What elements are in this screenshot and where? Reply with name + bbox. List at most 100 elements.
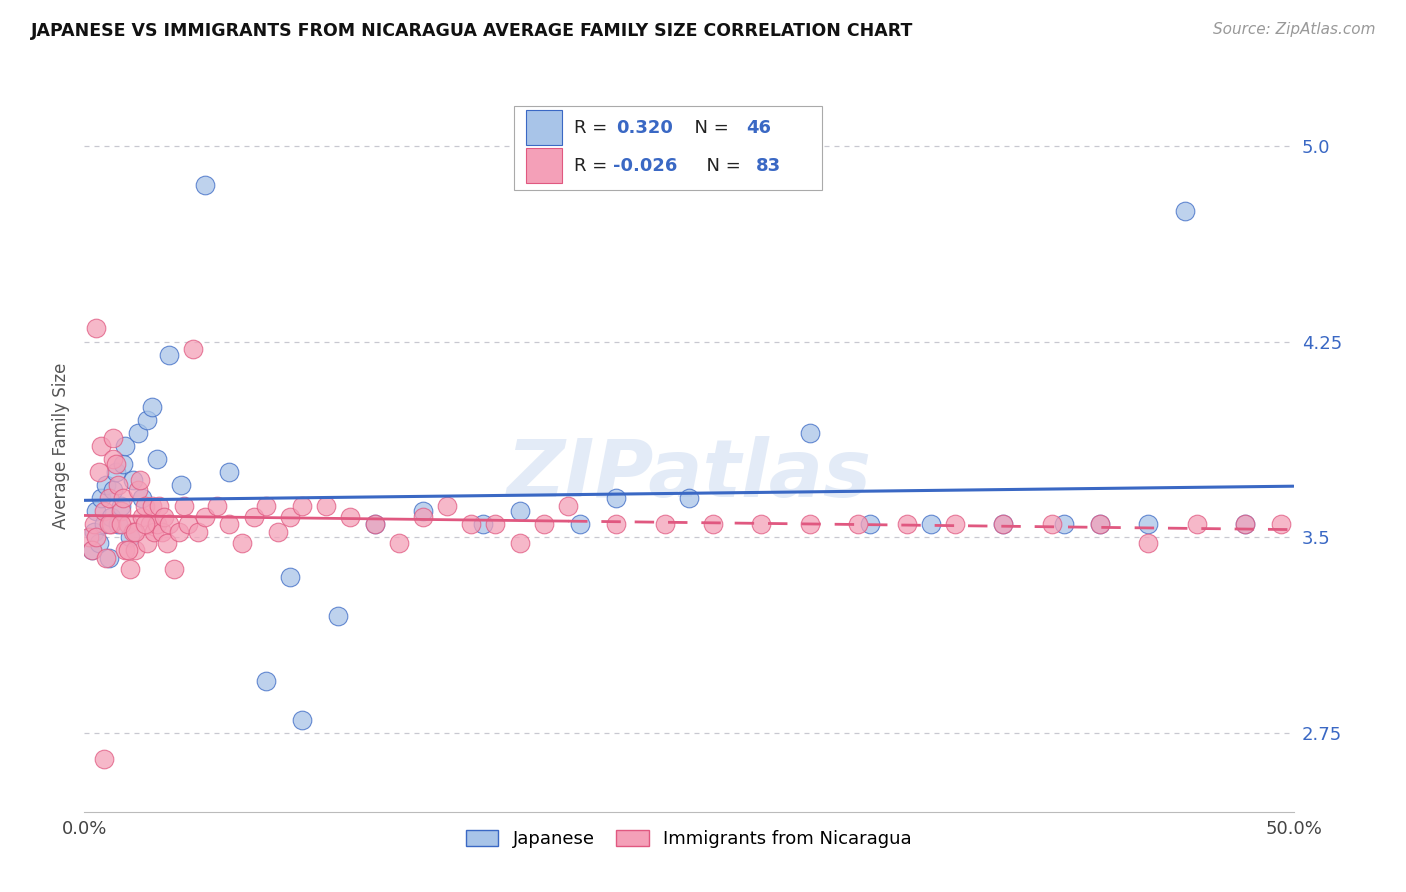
Point: [138, 517, 160, 532]
Point: [170, 478, 193, 492]
Point: [557, 499, 579, 513]
Point: [103, 431, 125, 445]
Point: [90, 491, 112, 506]
Point: [93, 517, 115, 532]
Point: [86, 530, 108, 544]
Point: [80, 543, 103, 558]
Point: [120, 562, 142, 576]
Point: [127, 425, 149, 440]
Point: [678, 491, 700, 506]
Point: [1137, 517, 1160, 532]
Point: [920, 517, 942, 532]
Point: [127, 483, 149, 498]
Point: [150, 525, 173, 540]
Point: [143, 525, 166, 540]
Point: [134, 517, 156, 532]
Y-axis label: Average Family Size: Average Family Size: [52, 363, 70, 529]
Text: Source: ZipAtlas.com: Source: ZipAtlas.com: [1212, 22, 1375, 37]
Point: [388, 535, 411, 549]
Text: 46: 46: [745, 119, 770, 136]
Point: [1234, 517, 1257, 532]
Point: [117, 543, 139, 558]
Point: [110, 517, 132, 532]
Point: [654, 517, 676, 532]
Point: [328, 608, 350, 623]
Point: [107, 517, 129, 532]
Point: [112, 491, 135, 506]
Point: [107, 478, 129, 492]
Point: [363, 517, 385, 532]
Point: [315, 499, 337, 513]
Point: [278, 509, 301, 524]
Point: [460, 517, 482, 532]
Point: [509, 504, 531, 518]
Text: N =: N =: [695, 157, 747, 175]
Point: [136, 535, 159, 549]
FancyBboxPatch shape: [513, 106, 823, 190]
Point: [291, 714, 314, 728]
Point: [157, 348, 180, 362]
Point: [1088, 517, 1111, 532]
Point: [1053, 517, 1076, 532]
Point: [484, 517, 506, 532]
Text: JAPANESE VS IMMIGRANTS FROM NICARAGUA AVERAGE FAMILY SIZE CORRELATION CHART: JAPANESE VS IMMIGRANTS FROM NICARAGUA AV…: [31, 22, 914, 40]
Text: N =: N =: [683, 119, 734, 136]
Text: 83: 83: [755, 157, 780, 175]
Text: ZIPatlas: ZIPatlas: [506, 436, 872, 515]
Point: [83, 517, 105, 532]
Point: [90, 439, 112, 453]
Point: [218, 465, 240, 479]
Point: [104, 465, 127, 479]
Point: [1174, 203, 1197, 218]
Point: [194, 178, 217, 192]
Point: [94, 478, 117, 492]
Point: [97, 491, 120, 506]
Point: [110, 499, 132, 513]
FancyBboxPatch shape: [526, 148, 562, 184]
Point: [121, 473, 143, 487]
Point: [339, 509, 361, 524]
Point: [112, 458, 135, 472]
Point: [846, 517, 869, 532]
Point: [533, 517, 555, 532]
Point: [799, 517, 821, 532]
Point: [177, 517, 200, 532]
Text: -0.026: -0.026: [613, 157, 678, 175]
Point: [702, 517, 724, 532]
Point: [1040, 517, 1063, 532]
Point: [231, 535, 253, 549]
Point: [86, 321, 108, 335]
Point: [77, 530, 100, 544]
Point: [605, 491, 627, 506]
Point: [87, 465, 110, 479]
Text: R =: R =: [574, 157, 613, 175]
Point: [254, 674, 277, 689]
Point: [1270, 517, 1292, 532]
Point: [80, 543, 103, 558]
Point: [129, 473, 152, 487]
Point: [93, 504, 115, 518]
Point: [155, 535, 177, 549]
Point: [97, 517, 120, 532]
Point: [254, 499, 277, 513]
Point: [291, 499, 314, 513]
Point: [83, 525, 105, 540]
Point: [131, 491, 153, 506]
Point: [167, 525, 190, 540]
FancyBboxPatch shape: [526, 111, 562, 145]
Point: [157, 517, 180, 532]
Point: [207, 499, 229, 513]
Point: [436, 499, 458, 513]
Text: 0.320: 0.320: [616, 119, 673, 136]
Point: [751, 517, 773, 532]
Point: [114, 439, 136, 453]
Point: [131, 509, 153, 524]
Point: [153, 509, 176, 524]
Point: [100, 517, 122, 532]
Point: [993, 517, 1015, 532]
Point: [242, 509, 264, 524]
Point: [100, 509, 122, 524]
Point: [278, 569, 301, 583]
Point: [569, 517, 592, 532]
Point: [993, 517, 1015, 532]
